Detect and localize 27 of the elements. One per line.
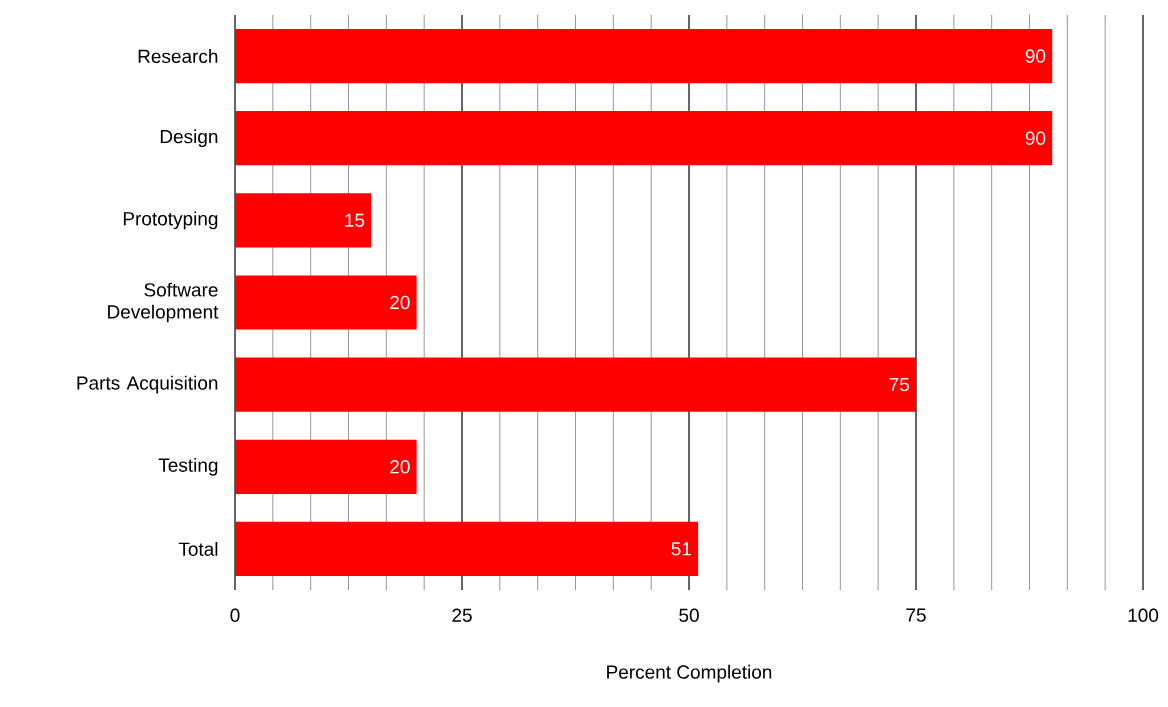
y-tick-label: Software Development [108,282,219,323]
data-label: 90 [1025,131,1046,145]
y-tick-label: Parts Acquisition [77,375,218,394]
x-tick-label: 0 [230,608,240,622]
data-label: 51 [671,542,691,556]
bar [235,111,1053,166]
x-tick-label: 75 [906,608,926,622]
bar [235,275,417,330]
bar [235,521,699,577]
bar [235,28,1053,84]
bar [235,439,417,494]
x-axis-title: Percent Completion [607,664,772,683]
y-tick-label: Prototyping [123,211,218,230]
data-label: 20 [390,295,410,310]
x-tick-label: 25 [452,608,472,622]
data-label: 20 [390,460,410,474]
data-label: 75 [889,378,910,392]
data-label: 90 [1025,49,1046,63]
x-tick-label: 50 [679,608,699,622]
bar [235,193,372,248]
y-tick-label: Research [138,49,218,64]
y-tick-label: Total [178,541,218,556]
x-tick-label: 100 [1128,608,1159,622]
bar [235,357,917,412]
y-tick-label: Design [160,129,218,148]
y-tick-label: Testing [158,457,218,476]
data-label: 15 [345,213,365,227]
